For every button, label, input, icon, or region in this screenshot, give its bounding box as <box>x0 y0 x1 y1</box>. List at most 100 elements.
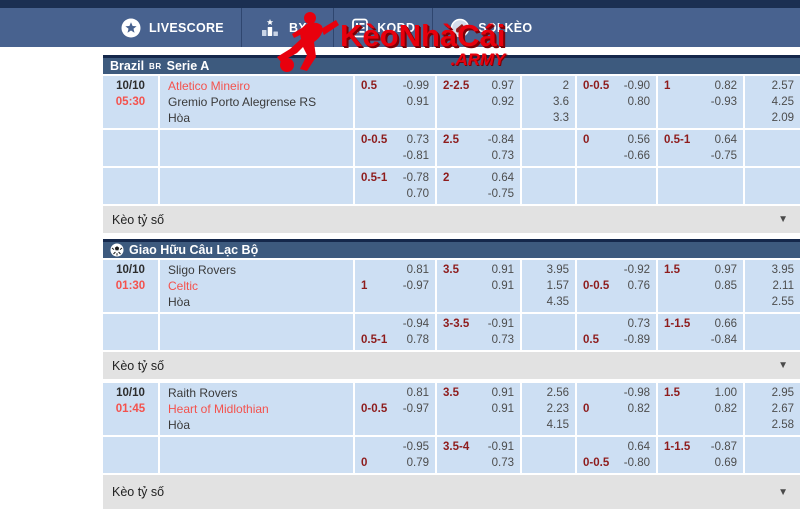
ranking-bars-icon <box>259 18 281 38</box>
odd-value: 2.09 <box>771 112 794 124</box>
odd-value: 2 <box>562 80 569 92</box>
nav-item-livescore[interactable]: LIVESCORE <box>104 8 241 47</box>
league-title-part: Serie A <box>166 59 210 73</box>
match-row: 10/10 05:30 Atletico Mineiro Gremio Porto A… <box>103 76 800 128</box>
odd-value: 2.11 <box>772 280 794 292</box>
match-time: 05:30 <box>115 96 146 108</box>
handicap-odds-cell: -0.98 0 0.82 <box>577 383 658 435</box>
text-line: 0.91 <box>443 401 514 417</box>
dropdown-arrow-icon[interactable]: ▼ <box>778 214 788 225</box>
text-line: 0.70 <box>361 186 429 202</box>
text-line: 0.73 <box>443 148 514 164</box>
text-line: 0.5 -0.89 <box>583 332 650 348</box>
text-line: 0.81 <box>361 262 429 278</box>
text-line: 0.91 <box>443 278 514 294</box>
empty-odds-cell <box>745 437 800 473</box>
league-header: Brazil BR Serie A <box>103 55 800 74</box>
text-line: Raith Rovers <box>168 385 347 401</box>
text-line: 0.92 <box>443 94 514 110</box>
text-line: 3.6 <box>528 94 569 110</box>
match-teams-cell: Atletico Mineiro Gremio Porto Alegrense R… <box>160 76 355 128</box>
match-row: 10/10 01:30 Sligo Rovers Celtic Hòa 0.81 1 -0.9… <box>103 260 800 312</box>
page-body: Brazil BR Serie A 10/10 05:30 Atletico Mineir… <box>0 47 800 509</box>
team-name[interactable]: Raith Rovers <box>168 386 238 400</box>
text-line: 2.95 <box>751 385 794 401</box>
odd-value: 0.97 <box>714 264 737 276</box>
handicap-label: 2.5 <box>443 134 459 146</box>
handicap-label: 2-2.5 <box>443 80 470 92</box>
nav-item-kqbd[interactable]: KQBD <box>333 8 432 47</box>
odd-value: 2.57 <box>771 80 794 92</box>
site-logo[interactable]: KèoNhàCái .ARMY <box>272 8 505 77</box>
odds-content: Brazil BR Serie A 10/10 05:30 Atletico Mineir… <box>103 47 800 509</box>
odd-value: 4.15 <box>546 419 569 431</box>
odd-value: 0.64 <box>714 134 737 146</box>
empty-odds-cell <box>522 130 577 166</box>
odd-value: 2.55 <box>771 296 794 308</box>
text-line: 2 <box>528 78 569 94</box>
text-line: 0-0.5 -0.80 <box>583 455 650 471</box>
match-time-cell <box>103 168 160 204</box>
match-teams-cell <box>160 130 355 166</box>
text-line: 4.35 <box>528 294 569 310</box>
text-line: 0 0.79 <box>361 455 429 471</box>
odd-value: -0.93 <box>710 96 737 108</box>
odd-value: -0.97 <box>402 280 429 292</box>
odd-value: 0.97 <box>491 80 514 92</box>
nav-item-soikeo[interactable]: SOI KÈO <box>432 8 549 47</box>
match-teams-cell: Sligo Rovers Celtic Hòa <box>160 260 355 312</box>
odd-value: 2.95 <box>771 387 794 399</box>
odd-value: -0.99 <box>402 80 429 92</box>
team-name[interactable]: Celtic <box>168 279 199 293</box>
empty-odds-cell <box>658 168 745 204</box>
text-line: 2.56 <box>528 385 569 401</box>
odd-value: 0.73 <box>491 457 514 469</box>
x12-odds-cell: 2.95 2.67 2.58 <box>745 383 800 435</box>
handicap-label: 0-0.5 <box>583 80 610 92</box>
dropdown-arrow-icon[interactable]: ▼ <box>778 360 788 371</box>
text-line: -0.84 <box>664 332 737 348</box>
odd-value: 0.70 <box>406 188 429 200</box>
text-line: 2.58 <box>751 417 794 433</box>
score-odds-toggle[interactable]: Kèo tỷ số ▼ <box>103 206 800 233</box>
score-odds-toggle[interactable]: Kèo tỷ số ▼ <box>103 475 800 509</box>
text-line: 2 0.64 <box>443 170 514 186</box>
text-line: 2-2.5 0.97 <box>443 78 514 94</box>
odd-value: 0.79 <box>406 457 429 469</box>
score-odds-toggle[interactable]: Kèo tỷ số ▼ <box>103 352 800 379</box>
text-line: 3.5-4 -0.91 <box>443 439 514 455</box>
dropdown-arrow-icon[interactable]: ▼ <box>778 486 788 498</box>
handicap-label: 0.5-1 <box>361 172 388 184</box>
match-row: 0.5-1 -0.78 0.70 2 0.64 -0.75 <box>103 168 800 204</box>
handicap-odds-cell: -0.95 0 0.79 <box>355 437 437 473</box>
team-name[interactable]: Atletico Mineiro <box>168 79 251 93</box>
team-name[interactable]: Heart of Midlothian <box>168 402 269 416</box>
x12-odds-cell: 2.56 2.23 4.15 <box>522 383 577 435</box>
handicap-label: 0-0.5 <box>361 134 388 146</box>
text-line: -0.75 <box>443 186 514 202</box>
team-name[interactable]: Gremio Porto Alegrense RS <box>168 95 317 109</box>
odd-value: -0.66 <box>623 150 650 162</box>
text-line: 3.5 0.91 <box>443 262 514 278</box>
odd-value: -0.98 <box>623 387 650 399</box>
handicap-label: 0 <box>583 134 590 146</box>
odd-value: -0.91 <box>487 441 514 453</box>
odd-value: 0.73 <box>491 334 514 346</box>
text-line: 0.73 <box>443 455 514 471</box>
text-line: 2.57 <box>751 78 794 94</box>
handicap-odds-cell: 2 0.64 -0.75 <box>437 168 522 204</box>
handicap-odds-cell: 1.5 1.00 0.82 <box>658 383 745 435</box>
empty-odds-cell <box>745 130 800 166</box>
team-name[interactable]: Sligo Rovers <box>168 263 237 277</box>
handicap-label: 3.5-4 <box>443 441 470 453</box>
match-row: -0.95 0 0.79 3.5-4 -0.91 0.73 0.64 0-0.5 -0.80 1-… <box>103 437 800 473</box>
score-odds-label: Kèo tỷ số <box>112 212 165 227</box>
handicap-odds-cell: 0 0.56 -0.66 <box>577 130 658 166</box>
odd-value: 0.73 <box>406 134 429 146</box>
text-line: 0.5-1 -0.78 <box>361 170 429 186</box>
handicap-label: 3.5 <box>443 387 459 399</box>
handicap-label: 1-1.5 <box>664 441 691 453</box>
odd-value: -0.87 <box>710 441 737 453</box>
logo-main-text: KèoNhàCái <box>340 18 506 53</box>
odd-value: 0.81 <box>406 387 429 399</box>
